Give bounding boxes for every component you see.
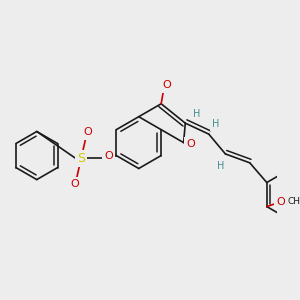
Text: O: O: [162, 80, 171, 90]
Text: O: O: [70, 179, 79, 189]
Text: H: H: [217, 161, 224, 171]
Text: O: O: [187, 140, 195, 149]
Text: H: H: [193, 109, 200, 119]
Text: CH₃: CH₃: [287, 197, 300, 206]
Text: S: S: [77, 152, 85, 165]
Text: H: H: [212, 119, 220, 129]
Text: O: O: [83, 128, 92, 137]
Text: O: O: [276, 197, 285, 207]
Text: O: O: [104, 151, 113, 160]
